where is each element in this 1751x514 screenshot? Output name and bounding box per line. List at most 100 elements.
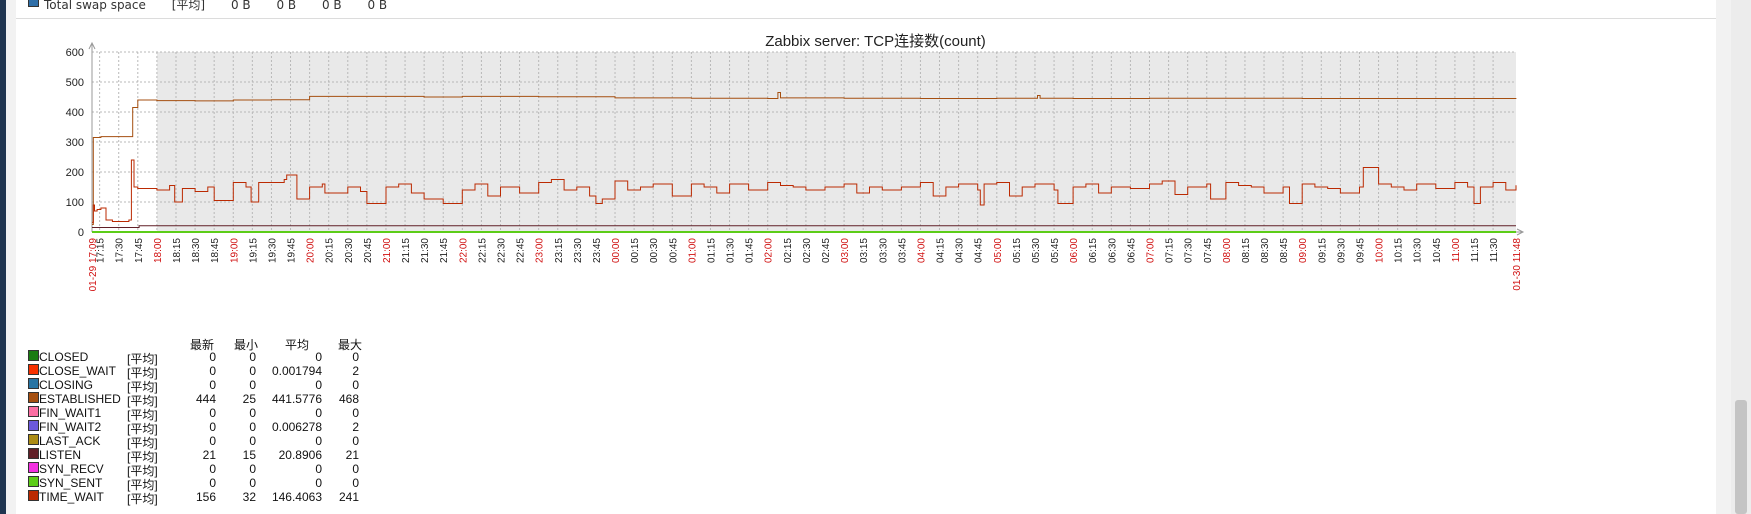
x-tick-label: 08:00 [1222,238,1233,263]
legend-value-max: 241 [338,490,359,504]
legend-value-avg: 441.5776 [271,392,322,406]
legend-item-name: SYN_SENT [39,476,103,490]
x-tick-label: 23:00 [535,238,546,263]
x-tick-label: 01:00 [687,238,698,263]
x-axis-arrow [1516,228,1525,236]
x-tick-label: 08:30 [1260,238,1271,263]
legend-item-name: CLOSE_WAIT [39,364,116,378]
legend-value: 0 B [276,0,297,12]
y-tick-label: 200 [66,167,84,179]
legend-item-func: [平均] [127,450,158,464]
x-tick-label: 21:15 [401,238,412,263]
legend-value-min: 0 [249,378,256,392]
legend-value-last: 0 [209,364,216,378]
legend-swatch [28,364,39,375]
x-tick-label: 02:30 [802,238,813,263]
legend-value-last: 21 [202,448,216,462]
legend-value-avg: 0 [315,476,322,490]
x-tick-label: 06:30 [1107,238,1118,263]
legend-value-avg: 20.8906 [278,448,322,462]
x-tick-label: 20:00 [306,238,317,263]
y-tick-label: 0 [78,227,84,239]
x-tick-label: 00:45 [668,238,679,263]
vertical-scrollbar[interactable] [1731,0,1751,514]
x-tick-label: 01:30 [726,238,737,263]
x-tick-label: 09:15 [1317,238,1328,263]
legend-value-last: 0 [209,476,216,490]
x-tick-label: 22:00 [458,238,469,263]
legend-value-avg: 0.001794 [271,364,322,378]
x-tick-label: 19:00 [229,238,240,263]
y-tick-label: 100 [66,197,84,209]
legend-value-min: 0 [249,364,256,378]
legend-value-min: 0 [249,476,256,490]
legend-value-max: 21 [345,448,359,462]
y-axis-arrow [88,41,96,50]
legend-value-max: 468 [338,392,359,406]
legend-value-last: 444 [195,392,216,406]
x-tick-label: 10:30 [1413,238,1424,263]
x-tick-label: 02:45 [821,238,832,263]
legend-value-last: 0 [209,420,216,434]
x-tick-label: 03:30 [878,238,889,263]
legend-swatch [28,462,39,473]
x-tick-label: 22:15 [477,238,488,263]
legend-swatch [28,434,39,445]
legend-value-avg: 146.4063 [271,490,322,504]
legend-header-avg: 平均 [285,338,310,352]
x-tick-label: 18:00 [153,238,164,263]
x-tick-label: 20:30 [344,238,355,263]
legend-value-last: 0 [209,434,216,448]
legend-value-min: 0 [249,462,256,476]
x-tick-label: 07:45 [1203,238,1214,263]
legend-value: 0 B [321,0,342,12]
legend-value-max: 0 [352,378,359,392]
x-tick-label: 17:30 [115,238,126,263]
legend-item-name: FIN_WAIT2 [39,420,102,434]
legend-value-avg: 0 [315,406,322,420]
legend-value-avg: 0 [315,434,322,448]
legend-value-max: 0 [352,462,359,476]
series-line-established [92,92,1517,225]
legend-item-func: [平均] [127,380,158,394]
y-tick-label: 400 [66,107,84,119]
x-tick-label: 09:45 [1355,238,1366,263]
legend-value-avg: 0.006278 [271,420,322,434]
legend-item-func: [平均] [127,408,158,422]
x-tick-label: 22:30 [496,238,507,263]
x-tick-label: 18:30 [191,238,202,263]
scrollbar-thumb[interactable] [1735,400,1747,514]
x-tick-label: 11:15 [1470,238,1481,263]
x-tick-label: 00:00 [611,238,622,263]
x-tick-label: 04:45 [974,238,985,263]
x-tick-label: 23:15 [554,238,565,263]
legend-item-func: [平均] [127,464,158,478]
left-edge-bar [0,0,6,514]
x-end-label: 01-30 11:48 [1512,238,1523,291]
legend-swatch [28,476,39,487]
legend-swatch [28,406,39,417]
previous-legend-text: Total swap space [平均] 0 B 0 B 0 B 0 B [44,0,409,13]
legend-value-max: 2 [352,364,359,378]
legend-value-max: 0 [352,434,359,448]
legend-item-func: [平均] [127,422,158,436]
x-tick-label: 09:30 [1336,238,1347,263]
x-tick-label: 18:15 [172,238,183,263]
x-tick-label: 05:30 [1031,238,1042,263]
y-tick-label: 500 [66,77,84,89]
x-start-label: 01-29 17:09 [88,238,99,292]
x-tick-label: 01:15 [706,238,717,263]
x-tick-label: 04:00 [916,238,927,263]
legend-item-name: TIME_WAIT [39,490,104,504]
x-tick-label: 17:45 [134,238,145,263]
legend-value-min: 0 [249,350,256,364]
legend-item-name: Total swap space [44,0,146,12]
legend-item-name: CLOSING [39,378,94,392]
legend-value-max: 2 [352,420,359,434]
x-tick-label: 03:15 [859,238,870,263]
legend-value: 0 B [230,0,251,12]
legend-item-func: [平均] [127,436,158,450]
x-tick-label: 23:45 [592,238,603,263]
previous-graph-legend-row: Total swap space [平均] 0 B 0 B 0 B 0 B [16,0,1716,19]
legend-item-name: LAST_ACK [39,434,101,448]
